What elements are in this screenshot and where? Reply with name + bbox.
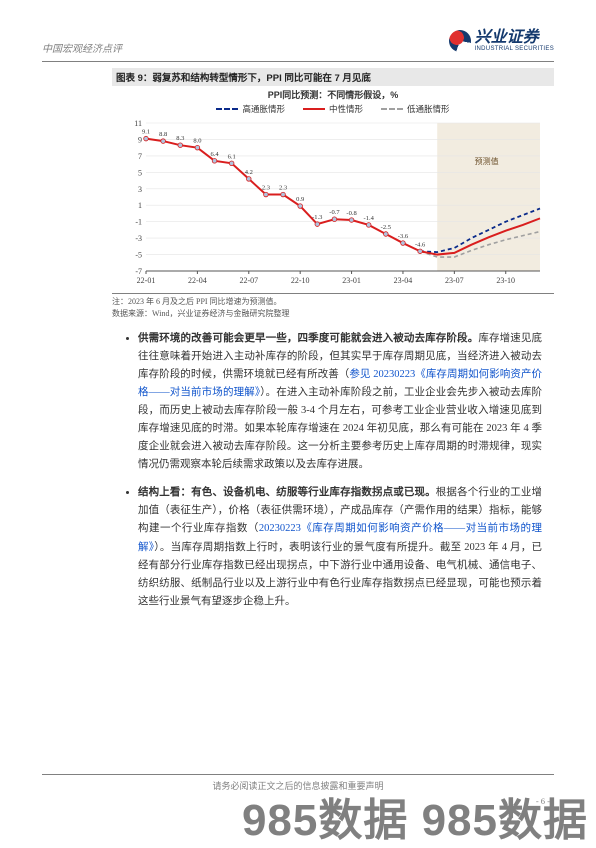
svg-text:0.9: 0.9 xyxy=(296,196,304,203)
bullet-1: 供需环境的改善可能会更早一些，四季度可能就会进入被动去库存阶段。库存增速见底往往… xyxy=(138,330,542,474)
chart-caption: PPI同比预测：不同情形假设，% xyxy=(112,88,554,101)
body-text: 供需环境的改善可能会更早一些，四季度可能就会进入被动去库存阶段。库存增速见底往往… xyxy=(122,330,542,611)
svg-text:1: 1 xyxy=(138,201,142,210)
logo-cn: 兴业证券 xyxy=(475,30,554,46)
svg-text:-3: -3 xyxy=(135,234,142,243)
svg-text:23-04: 23-04 xyxy=(394,276,413,285)
svg-text:-1.3: -1.3 xyxy=(312,214,322,221)
chart-footnote-1: 注：2023 年 6 月及之后 PPI 同比增速为预测值。 xyxy=(112,296,554,308)
bullet-2: 结构上看：有色、设备机电、纺服等行业库存指数拐点或已现。根据各个行业的工业增加值… xyxy=(138,484,542,610)
chart-footnote-2: 数据来源：Wind，兴业证券经济与金融研究院整理 xyxy=(112,308,554,320)
svg-text:8.0: 8.0 xyxy=(193,138,201,145)
svg-text:23-01: 23-01 xyxy=(342,276,361,285)
legend-low: 低通胀情形 xyxy=(407,103,450,115)
svg-text:-3.6: -3.6 xyxy=(398,233,409,240)
p1-bold: 供需环境的改善可能会更早一些，四季度可能就会进入被动去库存阶段。 xyxy=(138,333,478,344)
svg-text:11: 11 xyxy=(134,119,142,128)
doc-title: 中国宏观经济点评 xyxy=(42,30,122,55)
svg-text:4.2: 4.2 xyxy=(245,169,253,176)
p2-b: ）。当库存周期指数上行时，表明该行业的景气度有所提升。截至 2023 年 4 月… xyxy=(138,542,542,607)
svg-text:22-04: 22-04 xyxy=(188,276,207,285)
p2-bold: 结构上看：有色、设备机电、纺服等行业库存指数拐点或已现。 xyxy=(138,487,436,498)
chart-title: 图表 9：弱复苏和结构转型情形下，PPI 同比可能在 7 月见底 xyxy=(112,68,554,86)
p1-b: ）。在进入主动补库阶段之前，工业企业会先步入被动去库阶段，而历史上被动去库存阶段… xyxy=(138,387,542,470)
svg-text:22-10: 22-10 xyxy=(291,276,310,285)
logo-icon xyxy=(449,30,471,52)
svg-text:-0.7: -0.7 xyxy=(329,209,340,216)
line-chart: 预测值 11 9 7 5 3 1 -1 -3 -5 -722-01 22-04 22-07 22-10 2… xyxy=(118,119,548,289)
logo-en: INDUSTRIAL SECURITIES xyxy=(475,46,554,52)
svg-text:-0.8: -0.8 xyxy=(346,210,356,217)
svg-text:-7: -7 xyxy=(135,267,142,276)
chart-legend: 高通胀情形 中性情形 低通胀情形 xyxy=(112,103,554,115)
svg-text:23-07: 23-07 xyxy=(445,276,464,285)
svg-text:7: 7 xyxy=(138,152,142,161)
legend-high: 高通胀情形 xyxy=(242,103,285,115)
svg-text:8.8: 8.8 xyxy=(159,131,167,138)
svg-text:6.4: 6.4 xyxy=(210,151,219,158)
forecast-label: 预测值 xyxy=(475,156,499,167)
company-logo: 兴业证券 INDUSTRIAL SECURITIES xyxy=(449,30,554,52)
svg-text:-2.5: -2.5 xyxy=(381,224,391,231)
svg-text:-4.6: -4.6 xyxy=(415,241,426,248)
watermark: 985数据 985数据 xyxy=(242,784,588,848)
svg-text:22-01: 22-01 xyxy=(137,276,156,285)
svg-text:-1: -1 xyxy=(135,218,142,227)
chart-footnotes: 注：2023 年 6 月及之后 PPI 同比增速为预测值。 数据来源：Wind，… xyxy=(112,296,554,320)
svg-text:5: 5 xyxy=(138,168,142,177)
svg-text:22-07: 22-07 xyxy=(239,276,258,285)
svg-text:6.1: 6.1 xyxy=(228,153,236,160)
svg-text:3: 3 xyxy=(138,185,142,194)
page-header: 中国宏观经济点评 兴业证券 INDUSTRIAL SECURITIES xyxy=(42,30,554,62)
svg-text:9.1: 9.1 xyxy=(142,129,150,136)
svg-text:23-10: 23-10 xyxy=(496,276,515,285)
legend-mid: 中性情形 xyxy=(329,103,363,115)
svg-text:2.3: 2.3 xyxy=(279,185,287,192)
svg-text:-1.4: -1.4 xyxy=(364,215,375,222)
svg-text:8.3: 8.3 xyxy=(176,135,184,142)
svg-text:2.3: 2.3 xyxy=(262,185,270,192)
svg-text:-5: -5 xyxy=(135,251,142,260)
chart-container: PPI同比预测：不同情形假设，% 高通胀情形 中性情形 低通胀情形 预测值 11… xyxy=(112,88,554,294)
svg-text:9: 9 xyxy=(138,135,142,144)
